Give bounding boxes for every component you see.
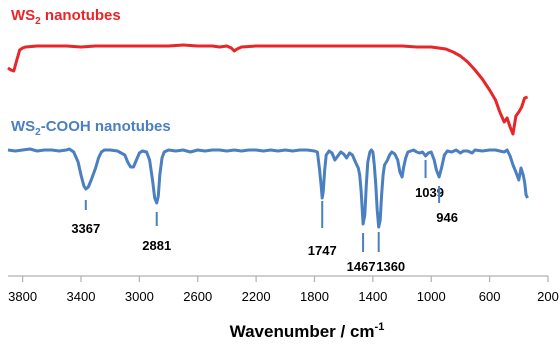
- x-tick-label: 3400: [67, 289, 96, 304]
- x-tick-label: 200: [537, 289, 559, 304]
- peak-label-2881: 2881: [142, 238, 171, 253]
- peak-label-3367: 3367: [71, 221, 100, 236]
- x-tick-label: 1000: [417, 289, 446, 304]
- series-line-ws2-cooh-nanotubes: [7, 147, 529, 229]
- x-tick-label: 3800: [8, 289, 37, 304]
- peak-label-1039: 1039: [415, 185, 444, 200]
- x-tick-label: 1800: [300, 289, 329, 304]
- series-label-ws2-nanotubes: WS2 nanotubes: [11, 7, 121, 27]
- series-line-ws2-nanotubes: [7, 43, 529, 136]
- peak-label-1747: 1747: [308, 243, 337, 258]
- x-tick-label: 600: [479, 289, 501, 304]
- series-label-ws2-cooh-nanotubes: WS2-COOH nanotubes: [11, 118, 171, 138]
- peak-label-1360: 1360: [376, 259, 405, 274]
- x-tick-label: 1400: [358, 289, 387, 304]
- x-tick-label: 2200: [242, 289, 271, 304]
- peak-label-1467: 1467: [347, 259, 376, 274]
- x-tick-label: 2600: [183, 289, 212, 304]
- x-tick-label: 3000: [125, 289, 154, 304]
- x-axis-title: Wavenumber / cm-1: [230, 321, 385, 341]
- peak-label-946: 946: [436, 210, 458, 225]
